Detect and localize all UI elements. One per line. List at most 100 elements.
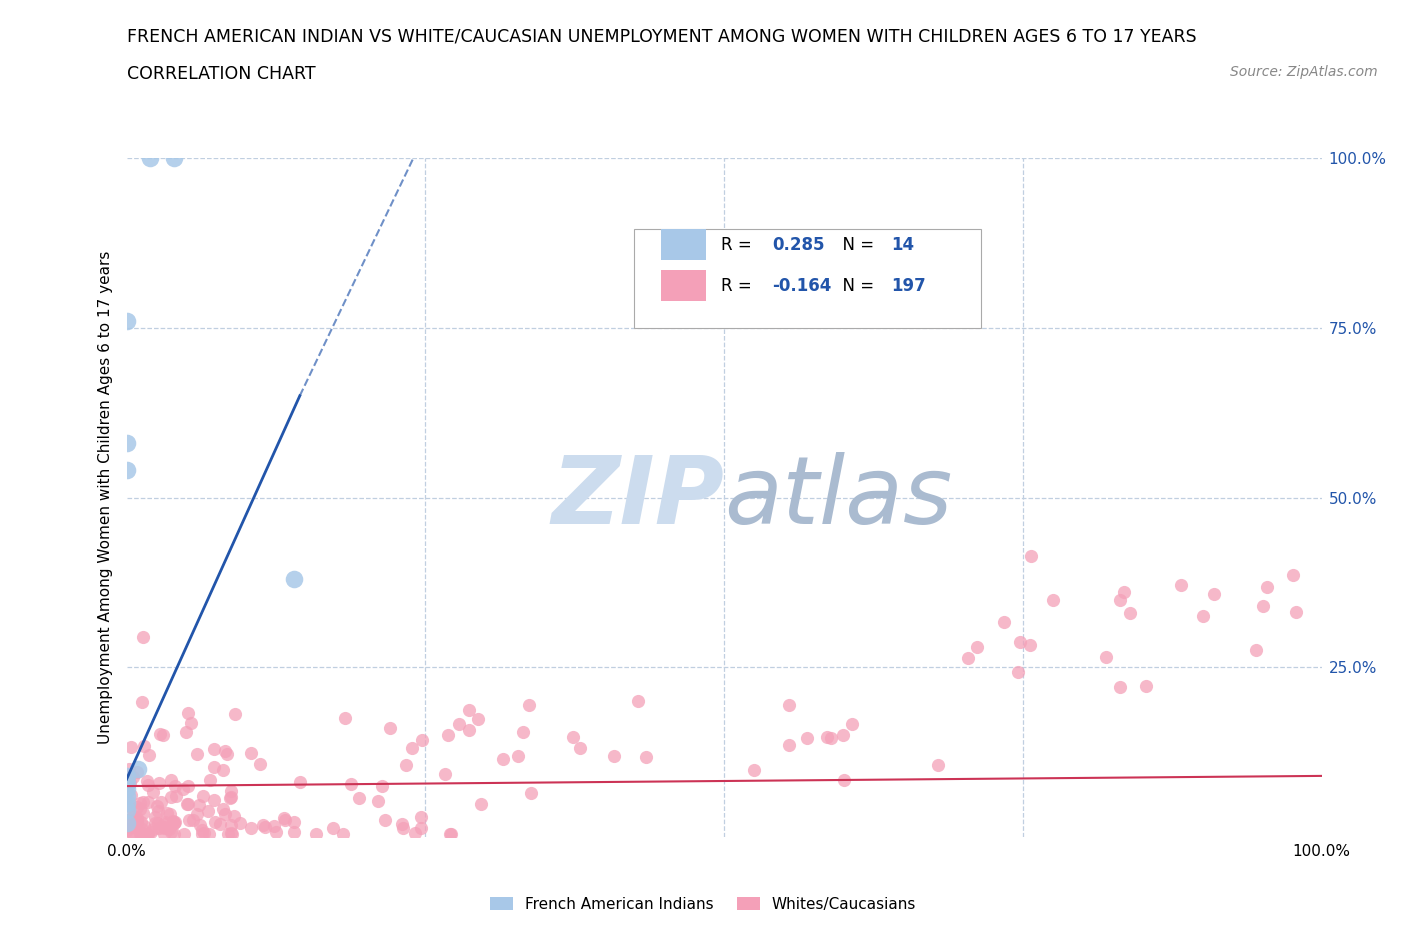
Point — [1202, 586, 1225, 601]
Point — [115, 803, 138, 817]
Point — [221, 826, 243, 841]
Point — [118, 799, 141, 814]
Point — [156, 805, 179, 820]
Point — [742, 763, 765, 777]
Point — [148, 816, 170, 830]
Point — [122, 808, 145, 823]
Point — [957, 651, 980, 666]
Point — [148, 820, 170, 835]
Point — [1008, 635, 1031, 650]
Point — [131, 805, 153, 820]
Point — [132, 794, 155, 809]
Point — [122, 820, 145, 835]
Point — [240, 746, 263, 761]
Point — [155, 820, 177, 835]
Point — [492, 752, 515, 767]
Point — [159, 806, 181, 821]
Point — [143, 810, 166, 825]
Point — [239, 820, 262, 835]
Bar — [661, 270, 706, 300]
Point — [401, 740, 423, 755]
Point — [966, 640, 988, 655]
Point — [138, 748, 160, 763]
Point — [163, 815, 186, 830]
Point — [134, 819, 156, 834]
Point — [115, 782, 138, 797]
Point — [392, 821, 415, 836]
Point — [1095, 649, 1118, 664]
Text: -0.164: -0.164 — [772, 277, 831, 295]
Point — [1007, 665, 1029, 680]
Point — [115, 813, 138, 828]
Point — [404, 826, 426, 841]
Point — [186, 807, 208, 822]
Point — [927, 757, 949, 772]
Point — [436, 728, 458, 743]
Text: ZIP: ZIP — [551, 452, 724, 543]
Point — [339, 777, 361, 791]
Text: CORRELATION CHART: CORRELATION CHART — [127, 65, 315, 83]
Point — [115, 768, 138, 783]
Text: 14: 14 — [891, 236, 914, 254]
Point — [125, 800, 148, 815]
Point — [177, 706, 200, 721]
Text: 0.285: 0.285 — [772, 236, 824, 254]
Point — [1285, 604, 1308, 619]
Point — [160, 772, 183, 787]
Point — [142, 821, 165, 836]
Point — [131, 822, 153, 837]
Point — [229, 816, 252, 830]
Point — [191, 789, 214, 804]
Point — [146, 804, 169, 818]
Point — [180, 716, 202, 731]
Point — [125, 813, 148, 828]
Point — [212, 802, 235, 817]
Point — [177, 796, 200, 811]
Point — [121, 769, 143, 784]
Point — [152, 727, 174, 742]
Point — [129, 802, 152, 817]
Point — [176, 778, 198, 793]
Point — [333, 711, 356, 725]
Point — [129, 826, 152, 841]
Point — [202, 793, 225, 808]
Point — [1108, 680, 1130, 695]
Point — [224, 706, 246, 721]
Point — [440, 826, 463, 841]
Point — [153, 820, 176, 835]
Point — [439, 826, 461, 841]
Point — [841, 716, 863, 731]
Point — [1042, 593, 1064, 608]
Point — [273, 813, 295, 828]
Point — [129, 826, 152, 841]
Bar — [661, 230, 706, 260]
Point — [163, 816, 186, 830]
Point — [204, 815, 226, 830]
Text: atlas: atlas — [724, 452, 952, 543]
Y-axis label: Unemployment Among Women with Children Ages 6 to 17 years: Unemployment Among Women with Children A… — [97, 251, 112, 744]
Point — [283, 815, 305, 830]
Point — [122, 809, 145, 824]
Point — [153, 816, 176, 830]
Point — [115, 776, 138, 790]
Point — [820, 731, 842, 746]
Point — [458, 703, 481, 718]
Point — [136, 774, 159, 789]
Point — [177, 813, 200, 828]
Point — [115, 463, 138, 478]
Text: N =: N = — [831, 236, 879, 254]
Point — [568, 740, 591, 755]
Point — [252, 817, 274, 832]
Point — [1256, 579, 1278, 594]
Point — [131, 826, 153, 841]
Point — [118, 762, 141, 777]
Point — [142, 785, 165, 800]
Point — [115, 436, 138, 451]
Point — [1119, 605, 1142, 620]
Point — [118, 776, 141, 790]
Text: Source: ZipAtlas.com: Source: ZipAtlas.com — [1230, 65, 1378, 79]
Point — [283, 572, 305, 587]
Point — [208, 817, 231, 831]
Point — [217, 826, 239, 841]
Point — [127, 811, 149, 826]
